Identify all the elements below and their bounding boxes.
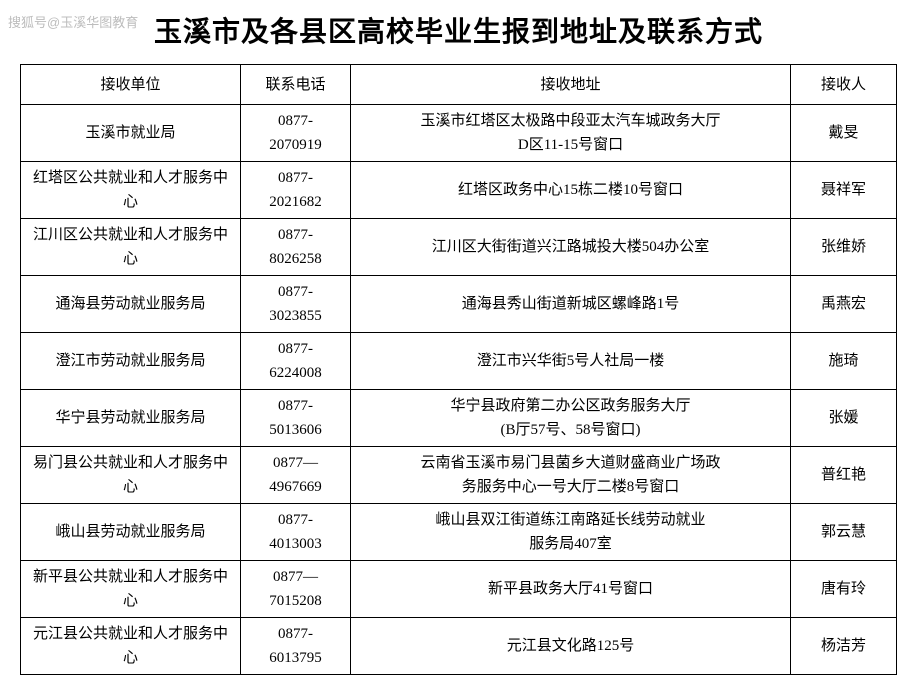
cell-address: 新平县政务大厅41号窗口 (351, 561, 791, 618)
cell-address: 云南省玉溪市易门县菌乡大道财盛商业广场政务服务中心一号大厅二楼8号窗口 (351, 447, 791, 504)
cell-phone: 0877-4013003 (241, 504, 351, 561)
col-header-unit: 接收单位 (21, 65, 241, 105)
cell-address: 澄江市兴华街5号人社局一楼 (351, 333, 791, 390)
cell-phone: 0877—7015208 (241, 561, 351, 618)
cell-unit: 玉溪市就业局 (21, 105, 241, 162)
cell-unit: 江川区公共就业和人才服务中心 (21, 219, 241, 276)
cell-address: 通海县秀山街道新城区螺峰路1号 (351, 276, 791, 333)
cell-phone: 0877-2070919 (241, 105, 351, 162)
cell-phone: 0877-8026258 (241, 219, 351, 276)
table-row: 通海县劳动就业服务局0877-3023855通海县秀山街道新城区螺峰路1号禹燕宏 (21, 276, 897, 333)
table-row: 江川区公共就业和人才服务中心0877-8026258江川区大街街道兴江路城投大楼… (21, 219, 897, 276)
cell-person: 张媛 (791, 390, 897, 447)
table-row: 红塔区公共就业和人才服务中心0877-2021682红塔区政务中心15栋二楼10… (21, 162, 897, 219)
cell-person: 聂祥军 (791, 162, 897, 219)
cell-person: 杨洁芳 (791, 618, 897, 675)
cell-person: 戴旻 (791, 105, 897, 162)
table-row: 元江县公共就业和人才服务中心0877-6013795元江县文化路125号杨洁芳 (21, 618, 897, 675)
table-row: 峨山县劳动就业服务局0877-4013003峨山县双江街道练江南路延长线劳动就业… (21, 504, 897, 561)
col-header-person: 接收人 (791, 65, 897, 105)
cell-address: 江川区大街街道兴江路城投大楼504办公室 (351, 219, 791, 276)
cell-unit: 峨山县劳动就业服务局 (21, 504, 241, 561)
cell-person: 张维娇 (791, 219, 897, 276)
watermark-text: 搜狐号@玉溪华图教育 (8, 12, 138, 31)
cell-unit: 华宁县劳动就业服务局 (21, 390, 241, 447)
cell-phone: 0877-5013606 (241, 390, 351, 447)
cell-phone: 0877—4967669 (241, 447, 351, 504)
contact-table: 接收单位 联系电话 接收地址 接收人 玉溪市就业局0877-2070919玉溪市… (20, 64, 897, 675)
cell-phone: 0877-3023855 (241, 276, 351, 333)
table-row: 澄江市劳动就业服务局0877-6224008澄江市兴华街5号人社局一楼施琦 (21, 333, 897, 390)
cell-person: 唐有玲 (791, 561, 897, 618)
cell-person: 普红艳 (791, 447, 897, 504)
cell-phone: 0877-2021682 (241, 162, 351, 219)
col-header-address: 接收地址 (351, 65, 791, 105)
cell-address: 元江县文化路125号 (351, 618, 791, 675)
cell-phone: 0877-6224008 (241, 333, 351, 390)
table-header-row: 接收单位 联系电话 接收地址 接收人 (21, 65, 897, 105)
page-title: 玉溪市及各县区高校毕业生报到地址及联系方式 (0, 0, 917, 64)
col-header-phone: 联系电话 (241, 65, 351, 105)
table-row: 华宁县劳动就业服务局0877-5013606华宁县政府第二办公区政务服务大厅(B… (21, 390, 897, 447)
cell-person: 施琦 (791, 333, 897, 390)
cell-unit: 红塔区公共就业和人才服务中心 (21, 162, 241, 219)
cell-address: 红塔区政务中心15栋二楼10号窗口 (351, 162, 791, 219)
cell-unit: 易门县公共就业和人才服务中心 (21, 447, 241, 504)
table-row: 玉溪市就业局0877-2070919玉溪市红塔区太极路中段亚太汽车城政务大厅D区… (21, 105, 897, 162)
cell-address: 峨山县双江街道练江南路延长线劳动就业服务局407室 (351, 504, 791, 561)
cell-unit: 通海县劳动就业服务局 (21, 276, 241, 333)
cell-phone: 0877-6013795 (241, 618, 351, 675)
cell-address: 玉溪市红塔区太极路中段亚太汽车城政务大厅D区11-15号窗口 (351, 105, 791, 162)
cell-unit: 新平县公共就业和人才服务中心 (21, 561, 241, 618)
cell-person: 郭云慧 (791, 504, 897, 561)
table-row: 新平县公共就业和人才服务中心0877—7015208新平县政务大厅41号窗口唐有… (21, 561, 897, 618)
cell-unit: 元江县公共就业和人才服务中心 (21, 618, 241, 675)
cell-address: 华宁县政府第二办公区政务服务大厅(B厅57号、58号窗口) (351, 390, 791, 447)
table-row: 易门县公共就业和人才服务中心0877—4967669云南省玉溪市易门县菌乡大道财… (21, 447, 897, 504)
cell-person: 禹燕宏 (791, 276, 897, 333)
cell-unit: 澄江市劳动就业服务局 (21, 333, 241, 390)
